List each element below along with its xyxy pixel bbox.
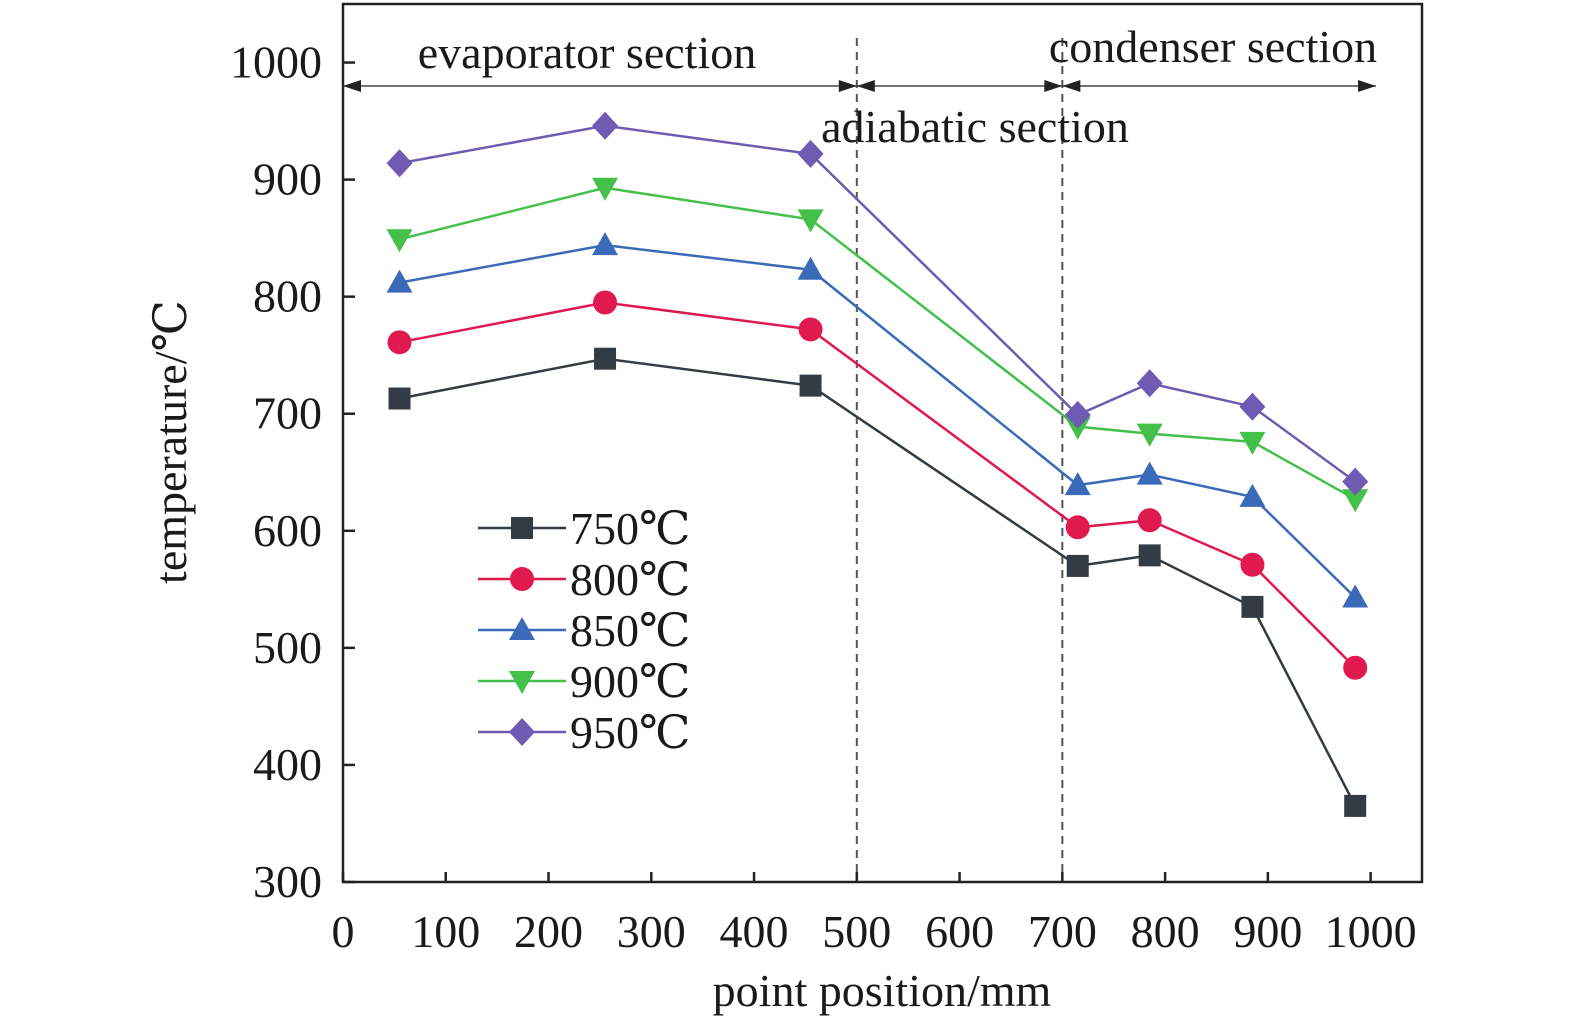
x-tick-label: 0 xyxy=(332,906,355,957)
data-point xyxy=(1136,461,1163,485)
y-tick-label: 600 xyxy=(253,505,322,556)
arrowhead-condenser-right xyxy=(1358,80,1376,92)
plot-border xyxy=(341,2,1424,884)
data-point xyxy=(592,111,619,140)
data-point xyxy=(1136,369,1163,398)
condenser-section-label: condenser section xyxy=(1049,21,1377,72)
data-point xyxy=(1239,483,1266,507)
arrowhead-adiabatic-left xyxy=(856,80,875,92)
data-point xyxy=(592,177,619,201)
x-tick-label: 300 xyxy=(617,906,686,957)
data-point xyxy=(1136,423,1163,447)
arrowhead-adiabatic-right xyxy=(1044,80,1063,92)
data-point xyxy=(1240,552,1265,577)
y-tick-label: 800 xyxy=(253,271,322,322)
x-tick-label: 200 xyxy=(514,906,583,957)
data-point xyxy=(387,330,412,355)
x-tick-label: 100 xyxy=(411,906,480,957)
y-tick-label: 900 xyxy=(253,154,322,205)
data-point xyxy=(386,149,413,178)
data-point xyxy=(1343,655,1368,680)
adiabatic-section-label: adiabatic section xyxy=(821,101,1129,152)
plot-frame xyxy=(341,2,1424,884)
legend-label: 950℃ xyxy=(570,707,690,758)
data-point xyxy=(1239,392,1266,421)
data-point xyxy=(1342,489,1369,513)
y-axis-title: temperature/℃ xyxy=(145,300,196,584)
legend-marker xyxy=(509,617,535,640)
y-axis-ticks: 300 400 500 600 700 800 900 1000 xyxy=(230,37,355,907)
data-point xyxy=(797,139,824,168)
series-850℃ xyxy=(386,232,1369,608)
data-point xyxy=(797,209,824,233)
series-800℃ xyxy=(387,290,1368,680)
data-point xyxy=(1344,794,1367,817)
y-tick-label: 1000 xyxy=(230,37,322,88)
series-line xyxy=(399,124,1356,483)
data-point xyxy=(1064,472,1091,496)
data-point xyxy=(1065,515,1090,540)
data-point xyxy=(1342,584,1369,608)
y-tick-label: 700 xyxy=(253,388,322,439)
series-750℃ xyxy=(388,347,1367,817)
evaporator-section-label: evaporator section xyxy=(418,27,756,78)
series-950℃ xyxy=(386,111,1369,496)
data-series xyxy=(386,111,1369,817)
arrowhead-evaporator-right xyxy=(838,80,857,92)
series-line xyxy=(399,243,1357,599)
data-point xyxy=(797,256,824,280)
legend-label: 800℃ xyxy=(570,554,690,605)
arrowhead-evaporator-left xyxy=(343,80,361,92)
series-line xyxy=(399,357,1357,807)
legend-label: 750℃ xyxy=(570,503,690,554)
legend-marker xyxy=(510,567,534,591)
y-tick-label: 400 xyxy=(253,739,322,790)
y-tick-label: 300 xyxy=(253,856,322,907)
x-tick-label: 700 xyxy=(1028,906,1097,957)
data-point xyxy=(1239,431,1266,455)
data-point xyxy=(1066,554,1089,577)
section-dividers xyxy=(855,38,1064,882)
arrowhead-condenser-left xyxy=(1062,80,1081,92)
data-point xyxy=(594,347,617,370)
data-point xyxy=(1137,508,1162,533)
legend-label: 850℃ xyxy=(570,605,690,656)
y-tick-label: 500 xyxy=(253,622,322,673)
x-axis-ticks: 0 100 200 300 400 500 600 700 800 900 1000 xyxy=(332,872,1417,957)
data-point xyxy=(798,317,823,342)
x-tick-label: 900 xyxy=(1233,906,1302,957)
data-point xyxy=(386,229,413,253)
data-point xyxy=(1342,467,1369,496)
x-tick-label: 400 xyxy=(720,906,789,957)
data-point xyxy=(592,232,619,256)
legend-marker xyxy=(509,671,535,694)
data-point xyxy=(1064,400,1091,429)
data-point xyxy=(799,374,822,397)
data-point xyxy=(386,269,413,293)
series-line xyxy=(399,186,1356,501)
x-axis-title: point position/mm xyxy=(713,965,1052,1016)
data-point xyxy=(593,290,618,315)
x-tick-label: 800 xyxy=(1131,906,1200,957)
x-tick-label: 1000 xyxy=(1325,906,1417,957)
x-tick-label: 600 xyxy=(925,906,994,957)
legend-marker xyxy=(511,517,533,539)
series-900℃ xyxy=(386,177,1369,513)
data-point xyxy=(1138,544,1161,567)
section-arrows xyxy=(343,80,1376,92)
data-point xyxy=(1241,595,1264,618)
data-point xyxy=(388,387,411,410)
legend-marker xyxy=(509,718,535,746)
series-line xyxy=(399,301,1357,669)
x-tick-label: 500 xyxy=(822,906,891,957)
legend-label: 900℃ xyxy=(570,656,690,707)
